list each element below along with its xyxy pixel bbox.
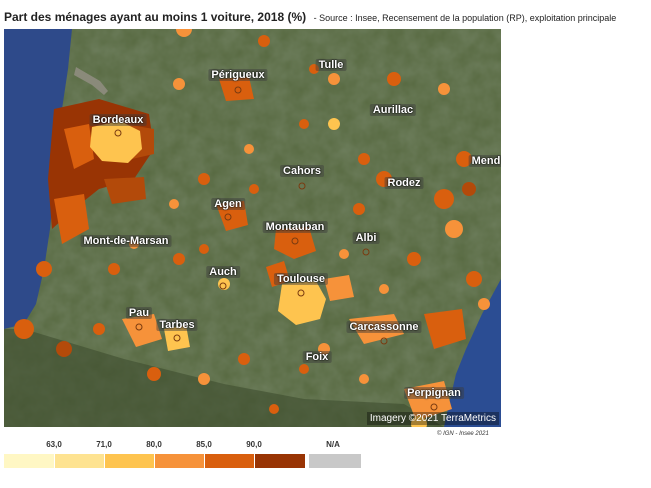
city-label-tarbes[interactable]: Tarbes (156, 319, 198, 331)
choropleth-map[interactable]: Périgueux Tulle Bordeaux Aurillac Mend C… (4, 29, 501, 427)
commune-scatter (14, 29, 490, 427)
city-marker-montauban (291, 237, 299, 245)
city-label-aurillac[interactable]: Aurillac (369, 104, 417, 116)
legend-tick: 90,0 (246, 440, 262, 449)
city-label-albi[interactable]: Albi (352, 232, 380, 244)
imagery-credit: Imagery ©2021 TerraMetrics (366, 412, 499, 425)
city-marker-carcassonne (380, 337, 388, 345)
city-marker-agen (224, 213, 232, 221)
legend-swatch[interactable] (254, 454, 305, 468)
city-marker-pau (135, 323, 143, 331)
commune-patch (324, 275, 354, 301)
city-marker-auch (219, 282, 227, 290)
legend: 63,0 71,0 80,0 85,0 90,0 N/A (4, 438, 364, 472)
city-marker-albi (362, 248, 370, 256)
legend-tick: N/A (326, 440, 340, 449)
legend-tick: 85,0 (196, 440, 212, 449)
city-marker-perigueux (234, 86, 242, 94)
carcassonne-area (349, 314, 404, 344)
map-background (4, 29, 501, 427)
map-title: Part des ménages ayant au moins 1 voitur… (4, 10, 307, 24)
atlantic-ocean (4, 29, 72, 329)
narbonne-area (424, 309, 466, 349)
city-label-bordeaux[interactable]: Bordeaux (89, 114, 147, 126)
city-label-cahors[interactable]: Cahors (280, 165, 324, 177)
legend-tick: 80,0 (146, 440, 162, 449)
city-label-rodez[interactable]: Rodez (384, 177, 424, 189)
city-marker-cahors (298, 182, 306, 190)
legend-tick: 63,0 (46, 440, 62, 449)
city-label-perpignan[interactable]: Perpignan (404, 387, 464, 399)
perpignan-area (404, 381, 452, 421)
city-label-perigueux[interactable]: Périgueux (208, 69, 268, 81)
legend-swatch[interactable] (204, 454, 255, 468)
city-label-auch[interactable]: Auch (206, 266, 240, 278)
pau-area (122, 314, 162, 347)
city-label-tulle[interactable]: Tulle (315, 59, 347, 71)
city-label-mend[interactable]: Mend (468, 155, 501, 167)
toulouse-agglomeration (278, 281, 326, 325)
city-label-agen[interactable]: Agen (211, 198, 245, 210)
city-marker-perpignan (430, 403, 438, 411)
mediterranean-sea (444, 279, 501, 427)
city-label-carcassonne[interactable]: Carcassonne (346, 321, 422, 333)
legend-swatch[interactable] (4, 454, 54, 468)
bordeaux-agglomeration (90, 121, 142, 163)
pyrenees (4, 329, 444, 427)
city-marker-toulouse (297, 289, 305, 297)
legend-swatch[interactable] (54, 454, 105, 468)
legend-swatch-na[interactable] (308, 454, 361, 468)
legend-tick: 71,0 (96, 440, 112, 449)
city-label-pau[interactable]: Pau (125, 307, 153, 319)
city-label-mont-de-marsan[interactable]: Mont-de-Marsan (80, 235, 172, 247)
city-label-montauban[interactable]: Montauban (262, 221, 328, 233)
copyright-notice: © IGN - Insee 2021 (437, 431, 489, 437)
map-source: - Source : Insee, Recensement de la popu… (313, 13, 617, 23)
city-marker-tarbes (173, 334, 181, 342)
city-marker-bordeaux (114, 129, 122, 137)
city-label-toulouse[interactable]: Toulouse (273, 273, 329, 285)
gironde-estuary (74, 67, 108, 95)
city-label-foix[interactable]: Foix (302, 351, 332, 363)
agen-area (216, 201, 248, 231)
legend-swatch[interactable] (154, 454, 205, 468)
map-header: Part des ménages ayant au moins 1 voitur… (4, 8, 649, 26)
commune-patch (266, 261, 290, 287)
legend-swatch[interactable] (104, 454, 155, 468)
